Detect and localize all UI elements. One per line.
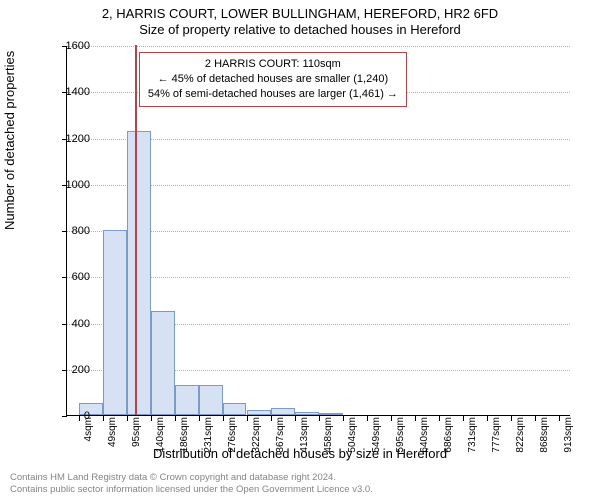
- title-line-1: 2, HARRIS COURT, LOWER BULLINGHAM, HEREF…: [0, 6, 600, 22]
- xtick-mark: [175, 416, 176, 421]
- xtick-mark: [535, 416, 536, 421]
- ytick-label: 1000: [66, 179, 90, 191]
- xtick-mark: [319, 416, 320, 421]
- histogram-bar: [271, 408, 295, 415]
- footer-line-1: Contains HM Land Registry data © Crown c…: [10, 472, 373, 484]
- histogram-bar: [199, 385, 223, 415]
- xtick-mark: [223, 416, 224, 421]
- histogram-bar: [223, 403, 247, 415]
- histogram-bar: [295, 412, 319, 415]
- plot-area: 4sqm49sqm95sqm140sqm186sqm231sqm276sqm32…: [66, 46, 570, 416]
- histogram-bar: [319, 413, 343, 415]
- xtick-label: 49sqm: [107, 417, 118, 447]
- ytick-label: 1200: [66, 133, 90, 145]
- ytick-label: 1400: [66, 86, 90, 98]
- highlight-line: [135, 45, 137, 415]
- xtick-label: 95sqm: [131, 417, 142, 447]
- ytick-label: 1600: [66, 40, 90, 52]
- ytick-label: 600: [72, 271, 90, 283]
- xtick-mark: [463, 416, 464, 421]
- figure: 2, HARRIS COURT, LOWER BULLINGHAM, HEREF…: [0, 0, 600, 500]
- callout-line: ← 45% of detached houses are smaller (1,…: [148, 72, 398, 87]
- xtick-mark: [151, 416, 152, 421]
- xtick-mark: [391, 416, 392, 421]
- x-axis-label: Distribution of detached houses by size …: [0, 446, 600, 461]
- ytick-mark: [62, 277, 67, 278]
- ytick-mark: [62, 324, 67, 325]
- ytick-label: 200: [72, 364, 90, 376]
- callout-box: 2 HARRIS COURT: 110sqm← 45% of detached …: [139, 52, 407, 107]
- xtick-mark: [439, 416, 440, 421]
- ytick-label: 800: [72, 225, 90, 237]
- xtick-mark: [247, 416, 248, 421]
- ytick-mark: [62, 231, 67, 232]
- footer-line-2: Contains public sector information licen…: [10, 484, 373, 496]
- ytick-label: 400: [72, 318, 90, 330]
- xtick-mark: [199, 416, 200, 421]
- xtick-mark: [511, 416, 512, 421]
- xtick-mark: [79, 416, 80, 421]
- plot-wrap: 4sqm49sqm95sqm140sqm186sqm231sqm276sqm32…: [66, 46, 570, 416]
- grid-line: [67, 46, 570, 47]
- callout-line: 2 HARRIS COURT: 110sqm: [148, 57, 398, 72]
- footer: Contains HM Land Registry data © Crown c…: [10, 472, 373, 496]
- histogram-bar: [79, 403, 103, 415]
- xtick-mark: [487, 416, 488, 421]
- histogram-bar: [175, 385, 199, 415]
- histogram-bar: [103, 230, 127, 415]
- title-block: 2, HARRIS COURT, LOWER BULLINGHAM, HEREF…: [0, 0, 600, 39]
- xtick-mark: [559, 416, 560, 421]
- xtick-mark: [367, 416, 368, 421]
- ytick-label: 0: [84, 410, 90, 422]
- histogram-bar: [247, 410, 271, 415]
- y-axis-label: Number of detached properties: [2, 51, 17, 230]
- xtick-mark: [415, 416, 416, 421]
- xtick-mark: [343, 416, 344, 421]
- ytick-mark: [62, 416, 67, 417]
- title-line-2: Size of property relative to detached ho…: [0, 22, 600, 38]
- callout-line: 54% of semi-detached houses are larger (…: [148, 87, 398, 102]
- ytick-mark: [62, 370, 67, 371]
- histogram-bar: [151, 311, 175, 415]
- histogram-bar: [127, 131, 151, 415]
- xtick-mark: [127, 416, 128, 421]
- xtick-mark: [295, 416, 296, 421]
- xtick-mark: [271, 416, 272, 421]
- xtick-mark: [103, 416, 104, 421]
